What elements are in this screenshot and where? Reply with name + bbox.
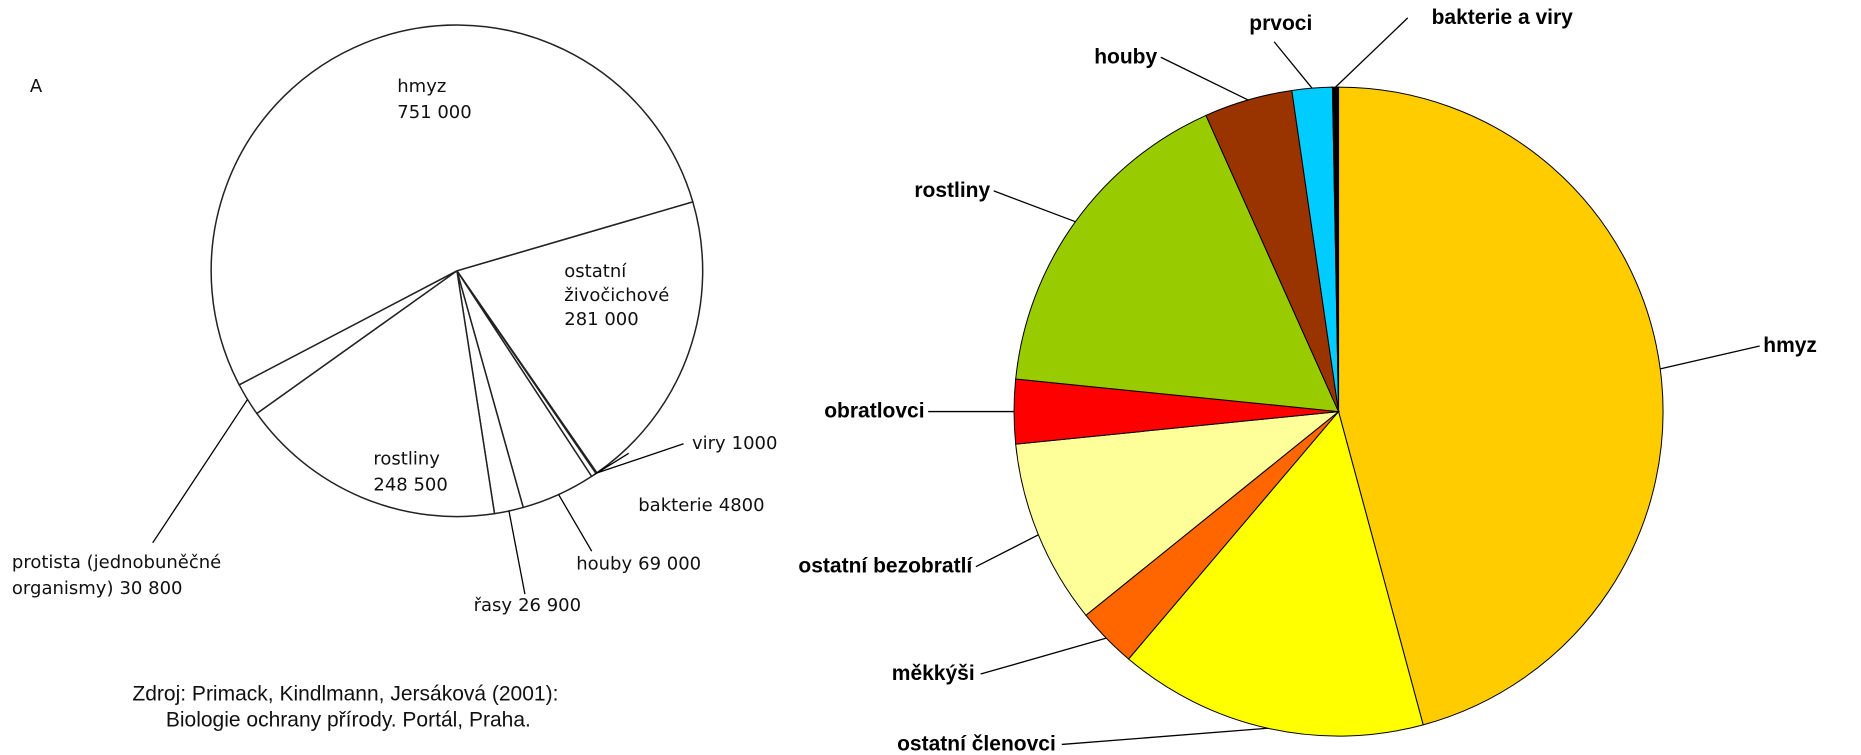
slice-label: měkkýši bbox=[892, 662, 975, 685]
leader-line bbox=[1161, 57, 1248, 100]
slice-label: bakterie a viry bbox=[1432, 5, 1574, 28]
leader-line bbox=[981, 638, 1107, 674]
slice-label-part: bakterie a viry bbox=[1432, 5, 1574, 28]
slice-label-part: 26 900 bbox=[518, 595, 581, 616]
slice-label: protista (jednobuněčné organismy)30 800 bbox=[12, 552, 227, 599]
slice-label-part: ostatní bezobratlí bbox=[798, 554, 973, 577]
slice-label: rostliny bbox=[914, 178, 990, 201]
slice-label-part: prvoci bbox=[1249, 11, 1312, 34]
slice-label-part: řasy bbox=[474, 595, 513, 616]
slice-label: hmyz bbox=[1763, 334, 1817, 357]
leader-line bbox=[1660, 346, 1759, 369]
slice-label-part: hmyz bbox=[397, 76, 446, 97]
slice-label-part: 69 000 bbox=[638, 553, 701, 574]
leader-line bbox=[153, 399, 248, 542]
source-note: Zdroj: Primack, Kindlmann, Jersáková (20… bbox=[132, 682, 564, 731]
slice-label-part: 4800 bbox=[719, 495, 765, 516]
slice-label: ostatní členovci bbox=[897, 732, 1056, 755]
page: Aostatní živočichové281 000hmyz751 000ro… bbox=[0, 0, 1861, 755]
leader-line bbox=[1274, 42, 1312, 88]
slice-label-part: bakterie bbox=[638, 495, 713, 516]
slice-label-part: 30 800 bbox=[119, 578, 182, 599]
slice-label-part: rostliny bbox=[914, 178, 990, 201]
slice-label-part: houby bbox=[1094, 45, 1157, 68]
slice-label: viry 1000 bbox=[692, 433, 778, 454]
leader-line bbox=[1062, 728, 1268, 744]
slice-label-part: obratlovci bbox=[824, 399, 924, 422]
slice-label-part: 281 000 bbox=[564, 309, 638, 330]
slice-label-part: 248 500 bbox=[373, 474, 447, 495]
slice-label: houby 69 000 bbox=[576, 553, 701, 574]
slice-label: obratlovci bbox=[824, 399, 924, 422]
slice-label-part: 751 000 bbox=[397, 102, 471, 123]
leader-line bbox=[994, 191, 1076, 222]
slice-label-part: rostliny bbox=[373, 448, 440, 469]
slice-label-part: ostatní členovci bbox=[897, 732, 1056, 755]
slice-label-part: viry bbox=[692, 433, 726, 454]
slice-label-part: měkkýši bbox=[892, 662, 975, 685]
slice-label-part: hmyz bbox=[1763, 334, 1817, 357]
leader-line bbox=[509, 511, 525, 594]
slice-label: prvoci bbox=[1249, 11, 1312, 34]
panel-label: A bbox=[30, 76, 43, 97]
slice-label: houby bbox=[1094, 45, 1157, 68]
leader-line bbox=[1335, 18, 1407, 87]
leader-line bbox=[976, 535, 1038, 567]
slice-label-part: 1000 bbox=[732, 433, 778, 454]
slice-label: bakterie 4800 bbox=[638, 495, 764, 516]
source-note-part: Zdroj: Primack, Kindlmann, Jersáková (20… bbox=[132, 682, 564, 731]
slice-label-part: houby bbox=[576, 553, 632, 574]
leader-line bbox=[559, 495, 592, 552]
slice-label: ostatní bezobratlí bbox=[798, 554, 973, 577]
